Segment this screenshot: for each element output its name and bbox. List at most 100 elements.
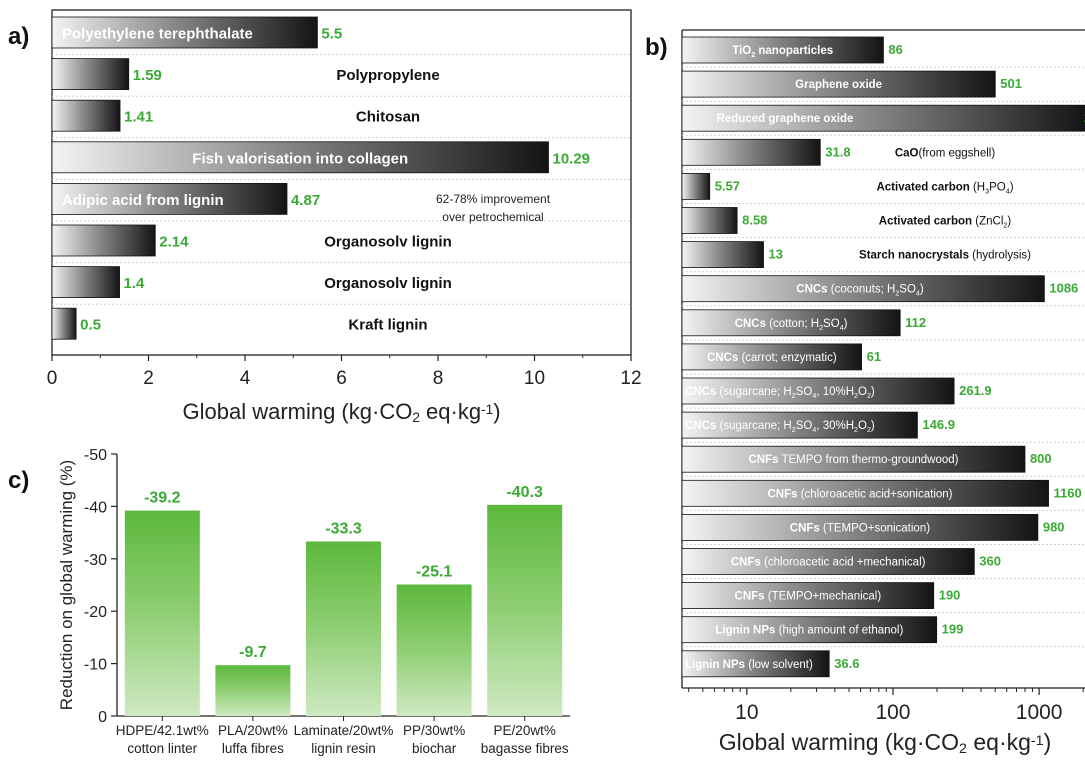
bar-category-label: CNFs (chloroacetic acid +mechanical) xyxy=(731,557,926,569)
bar xyxy=(682,139,820,165)
value-label: 261.9 xyxy=(959,383,992,398)
value-label: -9.7 xyxy=(239,644,267,661)
bar xyxy=(215,665,290,716)
bar-category-label: CNCs (carrot; enzymatic) xyxy=(707,352,837,364)
x-tick-label: PE/20wt% xyxy=(494,723,556,738)
annotation-text: 62-78% improvement xyxy=(436,192,551,206)
x-tick-label: Laminate/20wt% xyxy=(294,723,394,738)
value-label: 0.5 xyxy=(80,317,101,334)
bar-category-label: CNCs (coconuts; H2SO4) xyxy=(796,284,924,298)
bar-category-label: CNFs (TEMPO+sonication) xyxy=(790,522,930,534)
x-tick-label: bagasse fibres xyxy=(481,741,569,756)
bar-category-label: CNCs (cotton; H2SO4) xyxy=(735,318,848,332)
x-tick-label: 8 xyxy=(433,368,444,389)
bar-category-label: Kraft lignin xyxy=(348,317,427,334)
value-label: 13 xyxy=(768,247,782,262)
chart-panel-c: c) 0 -10 -20 -30 -40 -50 -39.2 HDPE/42.1wt% cotto… xyxy=(8,447,570,756)
x-tick-label: biochar xyxy=(412,741,457,756)
value-label: 5.5 xyxy=(321,26,342,43)
bar-category-label: Organosolv lignin xyxy=(324,275,452,292)
value-label: 501 xyxy=(1000,76,1022,91)
x-axis-label: Global warming (kg·CO2 eq·kg-1) xyxy=(182,399,500,425)
x-tick-label: 10 xyxy=(735,701,758,724)
x-tick-label: cotton linter xyxy=(127,741,197,756)
bar-category-label: Lignin NPs (high amount of ethanol) xyxy=(715,625,903,637)
bar xyxy=(487,505,562,716)
panel-label-a: a) xyxy=(8,23,29,50)
value-label: 1.59 xyxy=(133,67,162,84)
y-axis-label: Reduction on global warming (%) xyxy=(57,460,76,710)
panel-label-b: b) xyxy=(645,34,668,61)
bar-category-label: Adipic acid from lignin xyxy=(62,192,224,209)
value-label: 112 xyxy=(905,315,926,330)
bar xyxy=(52,100,120,131)
bar-category-label: Fish valorisation into collagen xyxy=(192,150,408,167)
bar-category-label: Polyethylene terephthalate xyxy=(62,26,253,43)
bar xyxy=(52,59,129,90)
x-tick-label: PLA/20wt% xyxy=(218,723,288,738)
bar-category-label: Organosolv lignin xyxy=(324,234,452,251)
x-tick-label: 12 xyxy=(620,368,641,389)
y-tick-label: -40 xyxy=(84,499,107,516)
plot-frame xyxy=(52,10,631,355)
bar xyxy=(52,308,76,339)
y-tick-label: -50 xyxy=(84,447,107,464)
bar-category-label: Starch nanocrystals (hydrolysis) xyxy=(859,250,1031,262)
bar-category-label: Chitosan xyxy=(356,109,420,126)
x-tick-label: 10 xyxy=(524,368,545,389)
x-tick-label: HDPE/42.1wt% xyxy=(116,723,209,738)
bar xyxy=(397,584,472,716)
bar xyxy=(125,511,200,716)
value-label: 36.6 xyxy=(834,656,859,671)
bar-category-label: TiO2 nanoparticles xyxy=(732,45,833,59)
value-label: -40.3 xyxy=(506,484,543,501)
bar-category-label: Activated carbon (H3PO4) xyxy=(876,181,1013,195)
value-label: 61 xyxy=(867,349,881,364)
bar xyxy=(682,173,710,199)
chart-panel-b: b) 86 TiO2 nanoparticles 501 Graphene oxide 2… xyxy=(645,30,1085,757)
value-label: 1.4 xyxy=(124,275,146,292)
bar-category-label: Polypropylene xyxy=(336,67,439,84)
bar-category-label: CNCs (sugarcane; H2SO4, 30%H2O2) xyxy=(685,420,875,434)
value-label: 190 xyxy=(939,588,961,603)
value-label: -39.2 xyxy=(144,490,181,507)
bar xyxy=(306,542,381,716)
x-tick-label: lignin resin xyxy=(311,741,376,756)
bar xyxy=(52,267,120,298)
y-tick-label: -20 xyxy=(84,604,107,621)
y-tick-label: -10 xyxy=(84,657,107,674)
value-label: 8.58 xyxy=(742,213,767,228)
bar-category-label: Graphene oxide xyxy=(795,79,882,91)
bar xyxy=(682,208,737,234)
bar xyxy=(52,225,155,256)
x-tick-label: luffa fibres xyxy=(222,741,284,756)
value-label: 2.14 xyxy=(159,234,189,251)
value-label: 1.41 xyxy=(124,109,153,126)
value-label: 800 xyxy=(1030,451,1052,466)
chart-panel-a: a) 5.5 Polyethylene terephthalate 1.59 Polyp… xyxy=(8,10,642,425)
value-label: 360 xyxy=(979,554,1001,569)
y-tick-label: 0 xyxy=(98,709,107,726)
value-label: 980 xyxy=(1043,519,1065,534)
bar-category-label: CNFs (TEMPO+mechanical) xyxy=(735,591,882,603)
bar-category-label: CaO(from eggshell) xyxy=(895,147,996,159)
value-label: 199 xyxy=(942,622,964,637)
x-tick-label: 1000 xyxy=(1016,701,1063,724)
value-label: 146.9 xyxy=(922,417,955,432)
value-label: 31.8 xyxy=(825,144,850,159)
value-label: -25.1 xyxy=(416,563,453,580)
x-tick-label: 6 xyxy=(336,368,347,389)
value-label: 86 xyxy=(888,42,902,57)
bar-category-label: Reduced graphene oxide xyxy=(717,113,854,125)
value-label: -33.3 xyxy=(325,521,362,538)
bar-category-label: CNFs (chloroacetic acid+sonication) xyxy=(767,488,952,500)
value-label: 4.87 xyxy=(291,192,320,209)
bar-category-label: Lignin NPs (low solvent) xyxy=(685,659,813,671)
bar-category-label: Activated carbon (ZnCl2) xyxy=(879,216,1012,230)
panel-label-c: c) xyxy=(8,467,29,494)
x-tick-label: 100 xyxy=(875,701,910,724)
y-tick-label: -30 xyxy=(84,552,107,569)
annotation-text: over petrochemical xyxy=(442,210,543,224)
bar xyxy=(682,242,763,268)
